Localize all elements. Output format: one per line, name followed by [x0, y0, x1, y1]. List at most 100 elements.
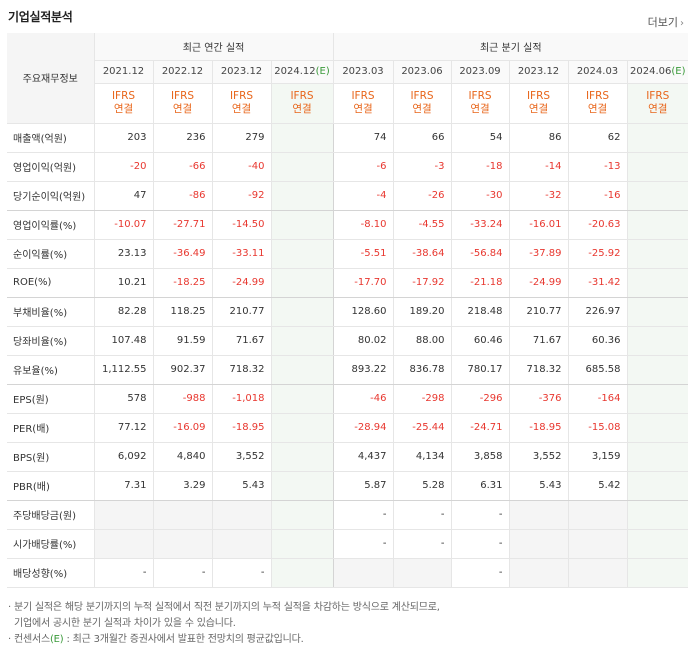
table-cell: -296	[451, 384, 510, 414]
consolidated-label: 연결	[528, 103, 549, 115]
table-cell: -988	[153, 384, 213, 414]
row-label: PBR(배)	[7, 471, 95, 501]
table-cell: 71.67	[212, 326, 272, 356]
table-cell: -	[333, 500, 394, 530]
table-cell	[568, 558, 628, 588]
table-cell	[627, 239, 688, 269]
period-label: 2024.03	[576, 66, 619, 77]
table-cell: -	[212, 558, 272, 588]
annual-group-header: 최근 연간 실적	[94, 33, 334, 61]
footnote-3-prefix: · 컨센서스	[8, 634, 50, 645]
table-cell: 1,112.55	[94, 355, 154, 385]
period-label: 2023.12	[517, 66, 560, 77]
row-label: EPS(원)	[7, 384, 95, 414]
table-cell: -	[153, 558, 213, 588]
ifrs-basis: IFRS 연결	[153, 83, 213, 124]
row-label: 주당배당금(원)	[7, 500, 95, 530]
table-cell: -92	[212, 181, 272, 211]
period-header: 2023.06	[393, 60, 452, 84]
period-header: 2023.12	[509, 60, 569, 84]
consolidated-label: 연결	[470, 103, 490, 115]
period-header: 2023.09	[451, 60, 510, 84]
row-label: 배당성향(%)	[7, 558, 95, 588]
row-label: 부채비율(%)	[7, 297, 95, 327]
ifrs-basis: IFRS 연결	[627, 83, 688, 124]
table-cell: -	[393, 529, 452, 559]
estimate-marker: (E)	[315, 66, 330, 77]
table-row: BPS(원) 6,092 4,840 3,552 4,437 4,134 3,858 3,55…	[7, 442, 688, 472]
table-cell: 718.32	[509, 355, 569, 385]
footnote-2: 기업에서 공시한 분기 실적과 차이가 있을 수 있습니다.	[8, 618, 236, 629]
table-cell: -32	[509, 181, 569, 211]
footnote-3: · 컨센서스(E) : 최근 3개월간 증권사에서 발표한 전망치의 평균값입니…	[8, 632, 440, 648]
table-row: 당좌비율(%) 107.48 91.59 71.67 80.02 88.00 60.46 71…	[7, 326, 688, 356]
table-cell: 54	[451, 123, 510, 153]
consolidated-label: 연결	[292, 103, 312, 115]
table-cell: -26	[393, 181, 452, 211]
period-label: 2021.12	[102, 66, 145, 77]
table-cell: -36.49	[153, 239, 213, 269]
table-row: 영업이익률(%) -10.07 -27.71 -14.50 -8.10 -4.55 -33.…	[7, 210, 688, 240]
table-row: 부채비율(%) 82.28 118.25 210.77 128.60 189.20 218.…	[7, 297, 688, 327]
table-cell	[271, 413, 334, 443]
table-cell: -33.24	[451, 210, 510, 240]
table-row: 매출액(억원) 203 236 279 74 66 54 86 62	[7, 123, 688, 153]
ifrs-label: IFRS	[410, 90, 434, 102]
table-cell: 77.12	[94, 413, 154, 443]
ifrs-basis: IFRS 연결	[509, 83, 569, 124]
table-cell: -24.99	[212, 268, 272, 298]
table-cell: -16.09	[153, 413, 213, 443]
more-label: 더보기	[647, 16, 678, 29]
table-cell: 3,552	[509, 442, 569, 472]
table-cell: 66	[393, 123, 452, 153]
table-cell	[271, 500, 334, 530]
table-cell: 23.13	[94, 239, 154, 269]
table-cell: 279	[212, 123, 272, 153]
table-cell: 780.17	[451, 355, 510, 385]
ifrs-label: IFRS	[351, 90, 375, 102]
table-cell: -21.18	[451, 268, 510, 298]
period-label: 2024.06	[630, 66, 672, 77]
consolidated-label: 연결	[648, 103, 668, 115]
table-cell: 718.32	[212, 355, 272, 385]
ifrs-label: IFRS	[526, 90, 551, 102]
table-cell: -4.55	[393, 210, 452, 240]
period-header: 2024.06(E)	[627, 60, 688, 84]
table-cell: 5.87	[333, 471, 394, 501]
table-cell	[271, 239, 334, 269]
table-cell	[627, 152, 688, 182]
table-cell: 5.42	[568, 471, 628, 501]
table-cell: -6	[333, 152, 394, 182]
table-cell: 210.77	[509, 297, 569, 327]
table-cell: 236	[153, 123, 213, 153]
more-link[interactable]: 더보기 ›	[648, 14, 684, 30]
table-cell	[271, 384, 334, 414]
table-cell: 47	[94, 181, 154, 211]
table-cell: 836.78	[393, 355, 452, 385]
ifrs-basis: IFRS 연결	[451, 83, 510, 124]
table-cell: -27.71	[153, 210, 213, 240]
table-cell	[509, 529, 569, 559]
table-cell	[627, 326, 688, 356]
table-cell: 210.77	[212, 297, 272, 327]
consolidated-label: 연결	[172, 103, 193, 115]
table-cell: -376	[509, 384, 569, 414]
table-cell: 80.02	[333, 326, 394, 356]
footnote-1: · 분기 실적은 해당 분기까지의 누적 실적에서 직전 분기까지의 누적 실적…	[8, 602, 440, 613]
table-cell: -14.50	[212, 210, 272, 240]
period-header: 2023.12	[212, 60, 272, 84]
table-cell: -16.01	[509, 210, 569, 240]
row-label: ROE(%)	[7, 268, 95, 298]
consolidated-label: 연결	[113, 103, 134, 115]
label-header: 주요재무정보	[7, 33, 95, 124]
table-cell: -18	[451, 152, 510, 182]
table-cell: -8.10	[333, 210, 394, 240]
table-cell: 82.28	[94, 297, 154, 327]
ifrs-label: IFRS	[585, 90, 610, 102]
table-cell: 685.58	[568, 355, 628, 385]
table-cell	[94, 500, 154, 530]
table-cell: 3.29	[153, 471, 213, 501]
table-cell: -18.25	[153, 268, 213, 298]
period-label: 2022.12	[161, 66, 204, 77]
table-cell	[94, 529, 154, 559]
